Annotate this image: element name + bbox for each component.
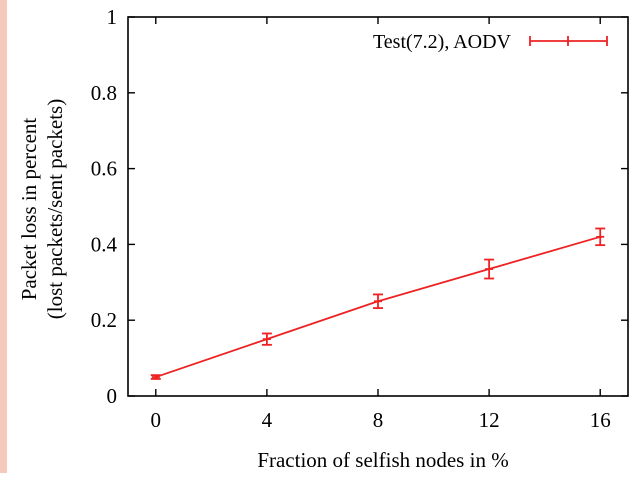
left-edge-strip [0, 0, 7, 473]
axis-ticks [128, 16, 628, 397]
series-test-aodv [150, 227, 606, 380]
x-tick-label-4: 16 [590, 408, 611, 432]
y-tick-label-5: 1 [107, 5, 118, 29]
y-tick-label-1: 0.2 [91, 308, 117, 332]
legend: Test(7.2), AODV [373, 31, 608, 53]
y-axis-label-group: Packet loss in percent (lost packets/sen… [17, 99, 67, 319]
x-tick-label-1: 4 [262, 408, 273, 432]
y-tick-label-3: 0.6 [91, 157, 117, 181]
plot-frame [127, 16, 629, 397]
x-axis-label: Fraction of selfish nodes in % [257, 448, 508, 472]
y-tick-labels: 0 0.2 0.4 0.6 0.8 1 [91, 5, 118, 408]
y-axis-label-line2: (lost packets/sent packets) [43, 99, 67, 319]
legend-entry-label: Test(7.2), AODV [373, 31, 512, 53]
y-tick-label-0: 0 [107, 384, 118, 408]
x-tick-label-3: 12 [479, 408, 500, 432]
x-tick-label-2: 8 [373, 408, 384, 432]
x-tick-label-0: 0 [151, 408, 162, 432]
x-tick-labels: 0 4 8 12 16 [151, 408, 611, 432]
y-tick-label-4: 0.8 [91, 81, 117, 105]
y-axis-label-line1: Packet loss in percent [17, 118, 41, 301]
y-tick-label-2: 0.4 [91, 232, 118, 256]
